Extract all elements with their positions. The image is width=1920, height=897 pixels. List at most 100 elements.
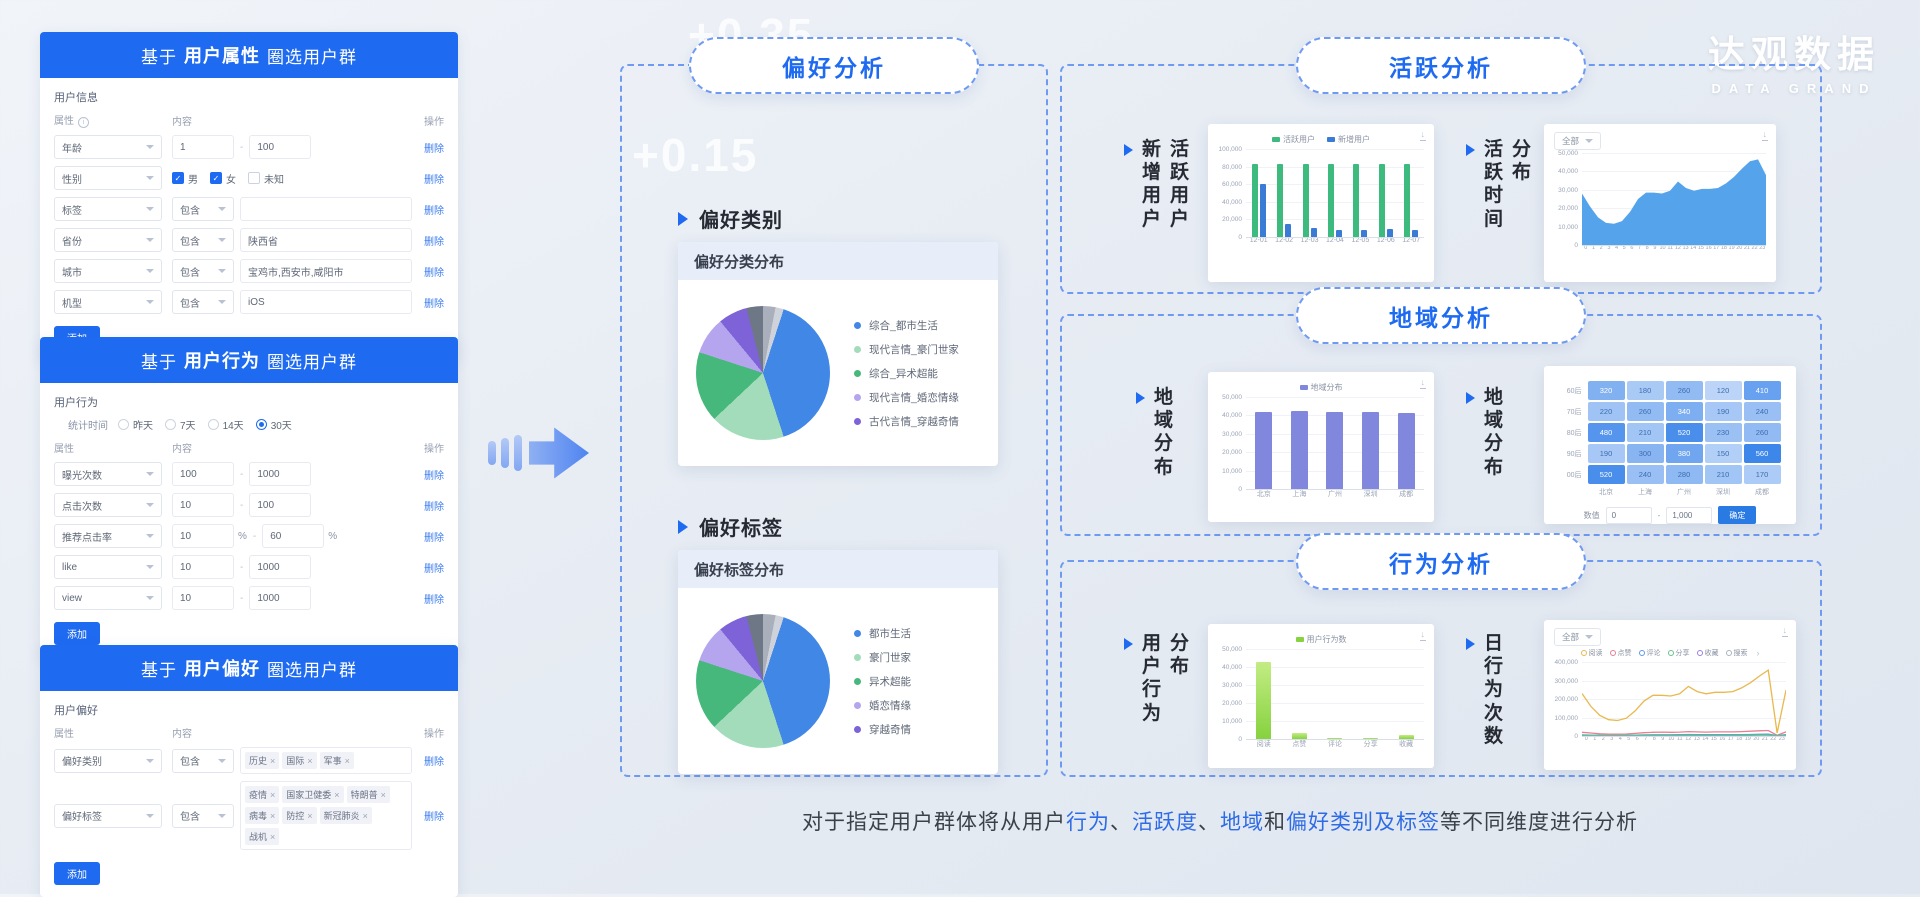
delete-link[interactable]: 删除 <box>424 470 444 482</box>
max-input[interactable]: 1000 <box>249 555 312 579</box>
legend-item[interactable]: 现代言情_婚恋情缘 <box>854 390 959 405</box>
remove-tag-icon[interactable]: × <box>307 811 313 821</box>
operator-select[interactable]: 包含 <box>172 748 234 773</box>
operator-select[interactable]: 包含 <box>172 228 234 252</box>
value-input[interactable]: 宝鸡市,西安市,咸阳市 <box>240 259 412 283</box>
legend-item[interactable]: 穿越奇情 <box>854 722 911 737</box>
radio-option[interactable]: 7天 <box>165 417 196 432</box>
tag-chip[interactable]: 疫情 × <box>245 786 280 803</box>
delete-link[interactable]: 删除 <box>424 757 444 768</box>
min-input[interactable]: 10 <box>172 524 234 548</box>
download-icon[interactable]: ↓ <box>1419 129 1426 141</box>
max-input[interactable]: 100 <box>249 493 312 517</box>
heatmap-cell[interactable]: 220 <box>1587 402 1625 421</box>
heatmap-cell[interactable]: 380 <box>1665 444 1703 463</box>
download-icon[interactable]: ↓ <box>1761 129 1768 141</box>
heatmap-cell[interactable]: 300 <box>1626 444 1664 463</box>
attr-select[interactable]: 省份 <box>54 228 162 252</box>
remove-tag-icon[interactable]: × <box>270 811 276 821</box>
legend-item[interactable]: 阅读 <box>1580 648 1603 658</box>
tag-chip[interactable]: 国际 × <box>282 752 317 769</box>
legend-item[interactable]: 异术超能 <box>854 674 911 689</box>
remove-tag-icon[interactable]: × <box>334 790 340 800</box>
delete-link[interactable]: 删除 <box>424 236 444 248</box>
tags-input[interactable]: 历史 × 国际 × 军事 × <box>240 747 412 774</box>
download-icon[interactable]: ↓ <box>1419 629 1426 641</box>
heatmap-cell[interactable]: 340 <box>1665 402 1703 421</box>
delete-link[interactable]: 删除 <box>424 532 444 544</box>
min-input[interactable]: 100 <box>172 462 234 486</box>
tag-chip[interactable]: 历史 × <box>245 752 280 769</box>
heatmap-cell[interactable]: 240 <box>1743 402 1781 421</box>
tag-chip[interactable]: 战机 × <box>245 828 280 845</box>
attr-select[interactable]: 偏好标签 <box>54 803 162 828</box>
add-button[interactable]: 添加 <box>54 622 100 645</box>
tag-chip[interactable]: 新冠肺炎 × <box>319 807 372 824</box>
attr-select[interactable]: 推荐点击率 <box>54 524 162 548</box>
operator-select[interactable]: 包含 <box>172 290 234 314</box>
max-input[interactable]: 60 <box>262 524 325 548</box>
attr-select[interactable]: 机型 <box>54 290 162 314</box>
heatmap-cell[interactable]: 210 <box>1626 423 1664 442</box>
operator-select[interactable]: 包含 <box>172 259 234 283</box>
attr-select[interactable]: 年龄 <box>54 135 162 159</box>
legend-item[interactable]: 评论 <box>1638 648 1661 658</box>
tag-chip[interactable]: 军事 × <box>319 752 354 769</box>
heatmap-cell[interactable]: 260 <box>1665 381 1703 400</box>
heatmap-cell[interactable]: 120 <box>1704 381 1742 400</box>
heatmap-cell[interactable]: 240 <box>1626 465 1664 484</box>
checkbox-option[interactable]: 未知 <box>248 171 284 186</box>
delete-link[interactable]: 删除 <box>424 143 444 155</box>
range-select[interactable]: 全部 <box>1554 132 1602 150</box>
min-input[interactable]: 10 <box>172 493 234 517</box>
tags-input[interactable]: 疫情 × 国家卫健委 × 特朗普 × 病毒 × 防控 × 新冠肺炎 × 战机 × <box>240 781 412 850</box>
attr-select[interactable]: 标签 <box>54 197 162 221</box>
delete-link[interactable]: 删除 <box>424 812 444 823</box>
legend-item[interactable]: 用户行为数 <box>1295 634 1347 645</box>
delete-link[interactable]: 删除 <box>424 298 444 310</box>
delete-link[interactable]: 删除 <box>424 563 444 575</box>
checkbox-option[interactable]: ✓ 男 <box>172 171 198 186</box>
heatmap-cell[interactable]: 210 <box>1704 465 1742 484</box>
legend-item[interactable]: 古代言情_穿越奇情 <box>854 414 959 429</box>
max-input[interactable]: 100 <box>249 135 312 159</box>
checkbox-option[interactable]: ✓ 女 <box>210 171 236 186</box>
heatmap-cell[interactable]: 170 <box>1743 465 1781 484</box>
legend-item[interactable]: 豪门世家 <box>854 650 911 665</box>
heatmap-cell[interactable]: 260 <box>1626 402 1664 421</box>
value-input[interactable]: iOS <box>240 290 412 314</box>
operator-select[interactable]: 包含 <box>172 803 234 828</box>
operator-select[interactable]: 包含 <box>172 197 234 221</box>
attr-select[interactable]: 城市 <box>54 259 162 283</box>
attr-select[interactable]: 曝光次数 <box>54 462 162 486</box>
min-input[interactable]: 10 <box>172 555 234 579</box>
max-input[interactable]: 1,000 <box>1666 506 1713 524</box>
legend-item[interactable]: 现代言情_豪门世家 <box>854 342 959 357</box>
heatmap-cell[interactable]: 320 <box>1587 381 1625 400</box>
heatmap-cell[interactable]: 280 <box>1665 465 1703 484</box>
max-input[interactable]: 1000 <box>249 586 312 610</box>
confirm-button[interactable]: 确定 <box>1718 506 1757 524</box>
heatmap-cell[interactable]: 480 <box>1587 423 1625 442</box>
radio-option[interactable]: 30天 <box>255 417 292 432</box>
heatmap-cell[interactable]: 560 <box>1743 444 1781 463</box>
max-input[interactable]: 1000 <box>249 462 312 486</box>
delete-link[interactable]: 删除 <box>424 594 444 606</box>
delete-link[interactable]: 删除 <box>424 174 444 186</box>
tag-chip[interactable]: 防控 × <box>282 807 317 824</box>
delete-link[interactable]: 删除 <box>424 501 444 513</box>
attr-select[interactable]: like <box>54 555 162 579</box>
legend-item[interactable]: 婚恋情缘 <box>854 698 911 713</box>
heatmap-cell[interactable]: 150 <box>1704 444 1742 463</box>
remove-tag-icon[interactable]: × <box>344 756 350 766</box>
remove-tag-icon[interactable]: × <box>270 790 276 800</box>
attr-select[interactable]: view <box>54 586 162 610</box>
legend-more-icon[interactable]: › <box>1756 647 1760 658</box>
remove-tag-icon[interactable]: × <box>270 756 276 766</box>
legend-item[interactable]: 地域分布 <box>1299 382 1343 393</box>
legend-item[interactable]: 收藏 <box>1696 648 1719 658</box>
heatmap-cell[interactable]: 230 <box>1704 423 1742 442</box>
heatmap-cell[interactable]: 520 <box>1587 465 1625 484</box>
add-button[interactable]: 添加 <box>54 862 100 885</box>
value-input[interactable] <box>240 197 412 221</box>
